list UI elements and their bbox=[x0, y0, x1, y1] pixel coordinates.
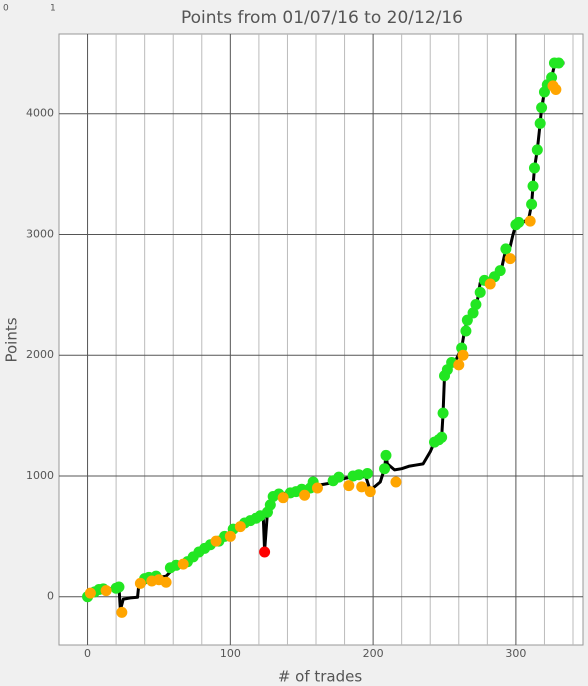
marker bbox=[500, 243, 512, 255]
marker bbox=[453, 359, 465, 371]
x-axis-label: # of trades bbox=[278, 668, 363, 686]
marker bbox=[234, 521, 246, 533]
marker bbox=[160, 576, 172, 588]
y-tick-label: 4000 bbox=[26, 107, 54, 120]
marker bbox=[224, 530, 236, 542]
marker bbox=[100, 585, 112, 597]
marker bbox=[116, 606, 128, 618]
marker bbox=[457, 349, 469, 361]
marker bbox=[437, 407, 449, 419]
y-tick-label: 0 bbox=[47, 590, 54, 603]
marker bbox=[259, 546, 271, 558]
marker bbox=[343, 480, 355, 492]
marker bbox=[84, 587, 96, 599]
marker bbox=[553, 57, 565, 69]
marker bbox=[460, 325, 472, 337]
marker bbox=[380, 449, 392, 461]
marker bbox=[364, 486, 376, 498]
y-tick-label: 2000 bbox=[26, 348, 54, 361]
marker bbox=[277, 492, 289, 504]
marker bbox=[299, 489, 311, 501]
marker bbox=[436, 431, 448, 443]
marker bbox=[484, 278, 496, 290]
marker bbox=[210, 535, 222, 547]
marker bbox=[353, 469, 365, 481]
marker bbox=[177, 558, 189, 570]
y-axis-label: Points bbox=[3, 317, 21, 362]
marker bbox=[534, 117, 546, 129]
x-tick-label: 0 bbox=[84, 647, 91, 660]
y-tick-label: 1000 bbox=[26, 469, 54, 482]
marker bbox=[311, 482, 323, 494]
marker bbox=[361, 468, 373, 480]
marker bbox=[467, 307, 479, 319]
marker bbox=[494, 265, 506, 277]
marker bbox=[470, 298, 482, 310]
marker bbox=[134, 577, 146, 589]
marker bbox=[531, 144, 543, 156]
x-tick-label: 200 bbox=[363, 647, 384, 660]
marker bbox=[390, 476, 402, 488]
marker bbox=[550, 84, 562, 96]
corner-label: 0 bbox=[3, 4, 9, 14]
marker bbox=[264, 499, 276, 511]
marker bbox=[333, 471, 345, 483]
marker bbox=[474, 286, 486, 298]
marker bbox=[379, 463, 391, 475]
marker bbox=[524, 215, 536, 227]
marker bbox=[536, 102, 548, 114]
x-tick-label: 100 bbox=[220, 647, 241, 660]
marker bbox=[356, 481, 368, 493]
marker bbox=[528, 162, 540, 174]
corner-label: 1 bbox=[50, 4, 56, 14]
marker bbox=[526, 198, 538, 210]
marker bbox=[527, 180, 539, 192]
marker bbox=[504, 253, 516, 265]
chart-title: Points from 01/07/16 to 20/12/16 bbox=[181, 8, 463, 28]
y-tick-label: 3000 bbox=[26, 227, 54, 240]
plot-area bbox=[58, 33, 584, 646]
x-tick-label: 300 bbox=[505, 647, 526, 660]
marker bbox=[546, 71, 558, 83]
marker bbox=[113, 581, 125, 593]
marker bbox=[513, 216, 525, 228]
